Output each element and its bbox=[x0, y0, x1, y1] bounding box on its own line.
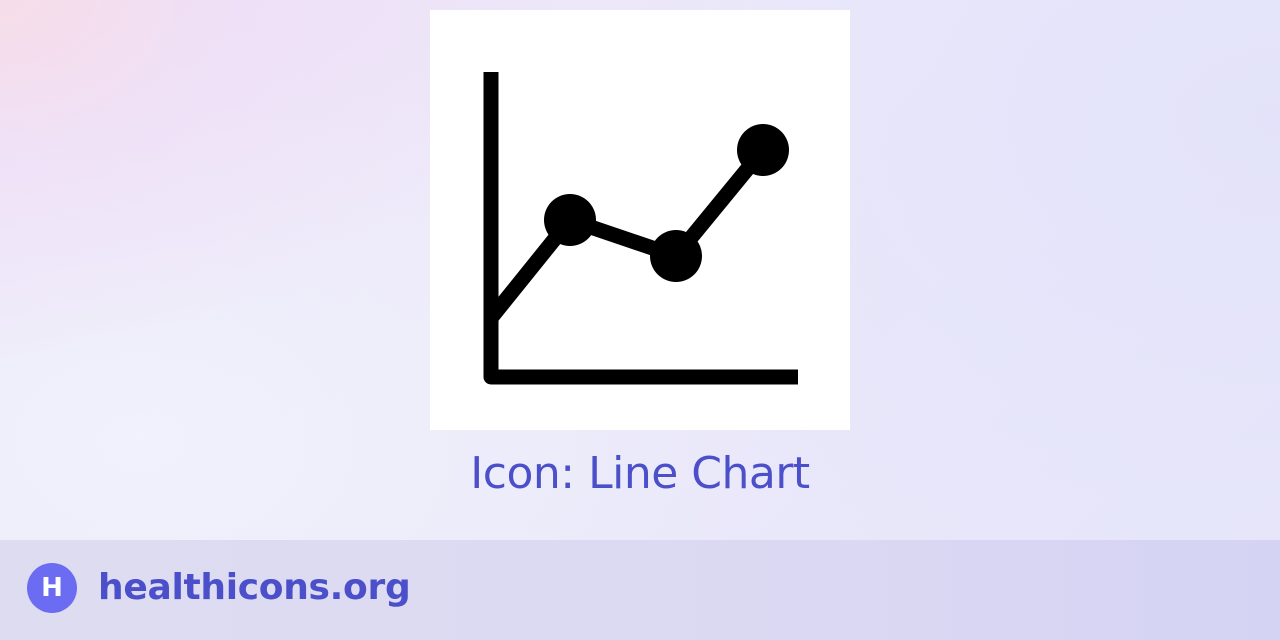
healthicons-logo-icon[interactable]: H bbox=[27, 563, 77, 613]
chart-data-point bbox=[737, 124, 789, 176]
footer-bar: H healthicons.org bbox=[0, 540, 1280, 640]
chart-trend-line bbox=[483, 142, 771, 326]
site-name-link[interactable]: healthicons.org bbox=[98, 567, 411, 608]
logo-letter: H bbox=[41, 573, 63, 603]
line-chart-icon bbox=[483, 72, 798, 385]
chart-data-point bbox=[544, 194, 596, 246]
icon-preview-card bbox=[430, 10, 850, 430]
chart-data-point bbox=[650, 230, 702, 282]
chart-axes bbox=[483, 72, 798, 385]
icon-title: Icon: Line Chart bbox=[470, 448, 810, 499]
